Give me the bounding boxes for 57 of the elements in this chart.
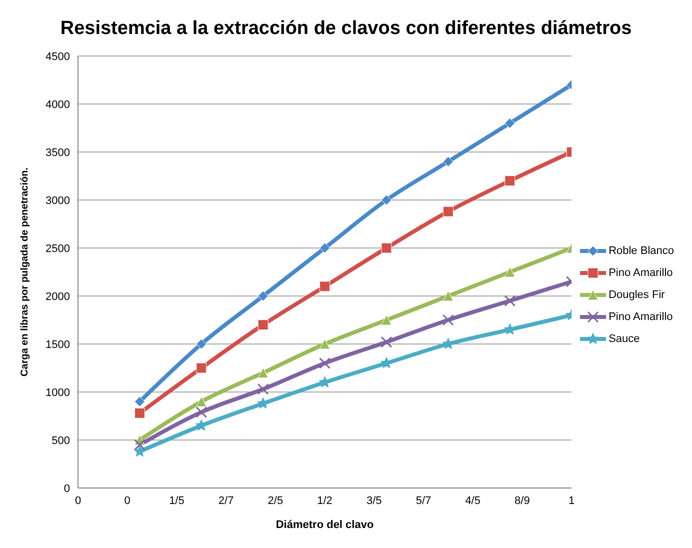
x-tick-label: 5/7 <box>416 494 432 507</box>
point <box>320 338 330 350</box>
y-axis-title: Carga en libras por pulgada de penetración. <box>20 167 31 376</box>
legend-label: Roble Blanco <box>608 245 674 257</box>
point <box>257 383 269 395</box>
x-tick-label: 4/5 <box>465 494 480 507</box>
point <box>442 156 454 167</box>
x-tick-label: 8/9 <box>514 494 530 507</box>
legend-label: Pino Amarillo <box>608 311 673 323</box>
y-tick-label: 3500 <box>46 146 70 159</box>
point <box>442 290 454 302</box>
point <box>381 242 392 254</box>
point <box>258 368 268 378</box>
point <box>504 295 516 307</box>
chart-title: Resistemcia a la extracción de clavos con diferentes diámetros <box>59 17 633 41</box>
x-tick-label: 0 <box>74 494 82 507</box>
point <box>504 266 516 278</box>
y-tick-label: 3000 <box>46 194 70 207</box>
point <box>196 338 207 350</box>
legend-label: Pino Amarillo <box>608 267 673 279</box>
legend-label: Dougles Fir <box>608 289 665 301</box>
point <box>504 176 516 186</box>
point <box>196 396 207 407</box>
y-tick-label: 2500 <box>46 242 70 255</box>
point <box>134 396 145 407</box>
x-tick-label: 1 <box>568 494 575 507</box>
legend-label: Sauce <box>608 333 640 345</box>
y-tick-label: 2000 <box>46 290 70 303</box>
point <box>134 439 146 451</box>
y-tick-label: 1500 <box>46 338 70 351</box>
y-tick-label: 4500 <box>46 50 70 63</box>
y-tick-label: 0 <box>64 482 70 495</box>
point <box>196 362 207 374</box>
point <box>134 408 145 418</box>
point <box>381 194 392 206</box>
x-tick-label: 1/2 <box>317 494 332 507</box>
x-tick-label: 3/5 <box>366 494 382 507</box>
point <box>320 281 330 292</box>
point <box>380 336 392 348</box>
y-tick-label: 500 <box>52 434 70 447</box>
point <box>134 445 146 457</box>
point <box>196 406 208 418</box>
point <box>504 118 516 128</box>
y-tick-label: 1000 <box>46 386 70 399</box>
x-axis-title: Diámetro del clavo <box>276 519 374 531</box>
x-tick-label: 2/5 <box>268 494 284 507</box>
x-tick-label: 0 <box>124 494 130 507</box>
point <box>258 320 268 330</box>
point <box>320 242 330 254</box>
y-tick-label: 4000 <box>46 98 70 111</box>
point <box>442 206 454 217</box>
point <box>442 314 454 326</box>
point <box>319 357 331 369</box>
x-tick-label: 1/5 <box>169 494 184 507</box>
point <box>381 314 392 326</box>
x-tick-label: 2/7 <box>218 494 234 507</box>
point <box>258 290 268 302</box>
